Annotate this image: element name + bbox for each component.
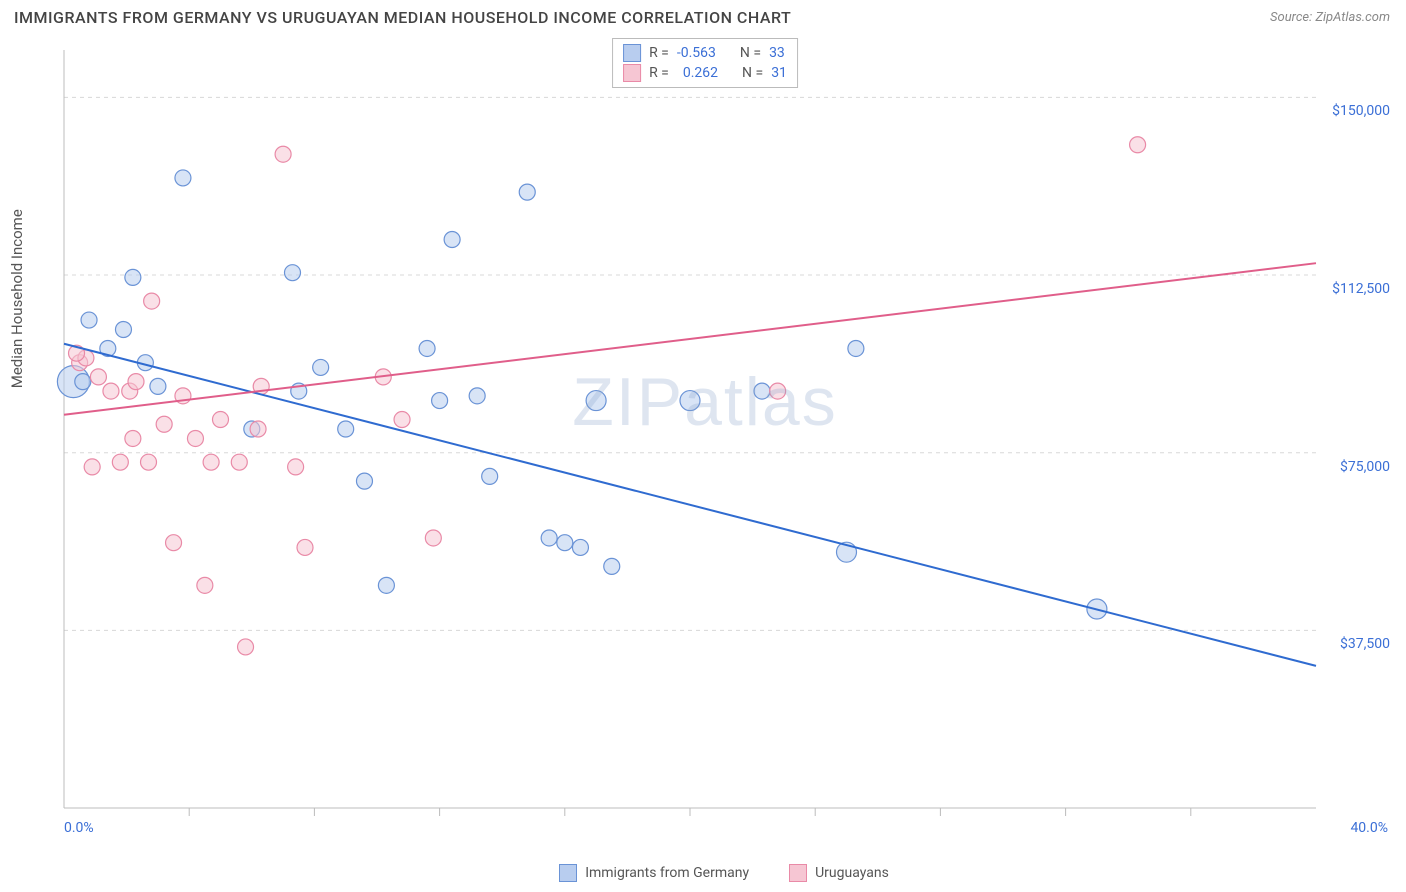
stats-legend-row-germany: R = -0.563 N = 33 (623, 43, 787, 63)
y-tick-label: $150,000 (1332, 103, 1390, 119)
stats-legend: R = -0.563 N = 33 R = 0.262 N = 31 (612, 38, 798, 88)
stats-r-label: R = (649, 45, 669, 61)
bottom-legend-uruguay: Uruguayans (789, 864, 889, 882)
x-axis-min-label: 0.0% (64, 820, 94, 836)
stats-r-label: R = (649, 65, 669, 81)
legend-swatch-uruguay (789, 864, 807, 882)
stats-n-value-uruguay: 31 (771, 65, 787, 81)
source-prefix: Source: (1270, 10, 1315, 25)
legend-swatch-uruguay (623, 64, 641, 82)
bottom-legend: Immigrants from Germany Uruguayans (50, 864, 1398, 882)
source-name: ZipAtlas.com (1315, 10, 1390, 25)
stats-r-value-germany: -0.563 (677, 45, 716, 61)
legend-swatch-germany (559, 864, 577, 882)
stats-n-value-germany: 33 (769, 45, 785, 61)
stats-r-value-uruguay: 0.262 (677, 65, 718, 81)
stats-legend-row-uruguay: R = 0.262 N = 31 (623, 63, 787, 83)
scatter-plot-svg (14, 38, 1396, 846)
stats-n-label: N = (742, 65, 763, 81)
stats-n-label: N = (740, 45, 761, 61)
x-axis-max-label: 40.0% (1350, 820, 1388, 836)
legend-label-uruguay: Uruguayans (815, 865, 889, 881)
chart-title: IMMIGRANTS FROM GERMANY VS URUGUAYAN MED… (14, 8, 791, 27)
legend-label-germany: Immigrants from Germany (585, 865, 749, 881)
bottom-legend-germany: Immigrants from Germany (559, 864, 749, 882)
y-tick-label: $75,000 (1340, 459, 1390, 475)
chart-source: Source: ZipAtlas.com (1270, 10, 1390, 25)
y-tick-label: $112,500 (1332, 281, 1390, 297)
chart-header: IMMIGRANTS FROM GERMANY VS URUGUAYAN MED… (0, 0, 1406, 31)
y-tick-label: $37,500 (1340, 636, 1390, 652)
chart-area: Median Household Income R = -0.563 N = 3… (14, 38, 1396, 846)
legend-swatch-germany (623, 44, 641, 62)
y-axis-label: Median Household Income (8, 209, 26, 388)
